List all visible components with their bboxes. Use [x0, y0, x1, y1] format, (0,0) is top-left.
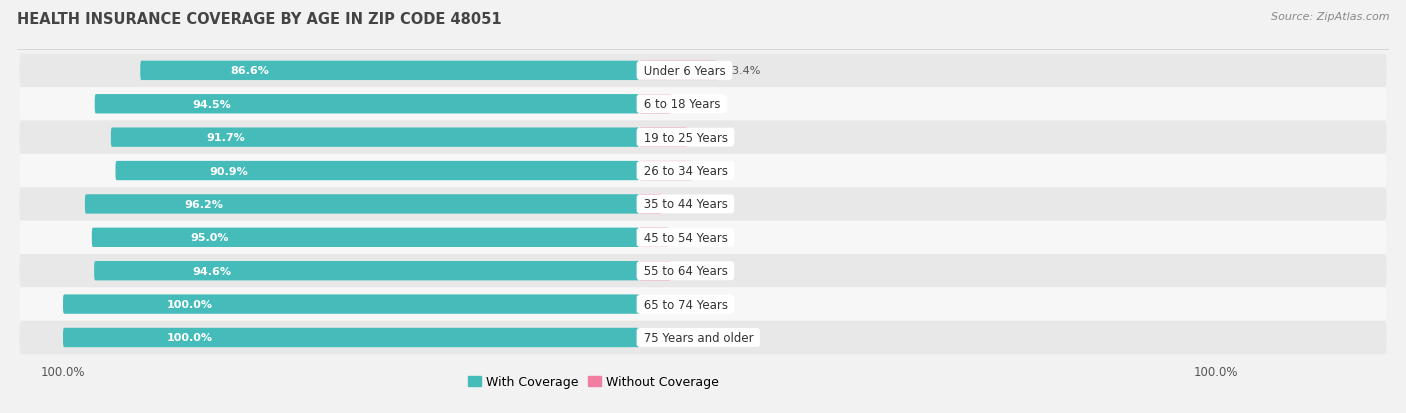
Text: 45 to 54 Years: 45 to 54 Years: [640, 231, 731, 244]
Text: 95.0%: 95.0%: [190, 233, 229, 243]
FancyBboxPatch shape: [20, 154, 1386, 188]
FancyBboxPatch shape: [20, 321, 1386, 354]
Text: 0.0%: 0.0%: [651, 299, 679, 309]
FancyBboxPatch shape: [20, 254, 1386, 288]
FancyBboxPatch shape: [20, 188, 1386, 221]
Text: 3.8%: 3.8%: [671, 199, 699, 209]
Text: 100.0%: 100.0%: [167, 299, 212, 309]
FancyBboxPatch shape: [63, 295, 640, 314]
Text: 75 Years and older: 75 Years and older: [640, 331, 756, 344]
Text: HEALTH INSURANCE COVERAGE BY AGE IN ZIP CODE 48051: HEALTH INSURANCE COVERAGE BY AGE IN ZIP …: [17, 12, 502, 27]
Text: 94.6%: 94.6%: [193, 266, 232, 276]
Text: 35 to 44 Years: 35 to 44 Years: [640, 198, 731, 211]
FancyBboxPatch shape: [91, 228, 640, 247]
Text: 5.4%: 5.4%: [679, 266, 707, 276]
Text: 96.2%: 96.2%: [184, 199, 224, 209]
Text: 5.5%: 5.5%: [681, 100, 709, 109]
FancyBboxPatch shape: [141, 62, 640, 81]
Text: 65 to 74 Years: 65 to 74 Years: [640, 298, 731, 311]
FancyBboxPatch shape: [111, 128, 640, 147]
FancyBboxPatch shape: [640, 128, 688, 147]
Text: Source: ZipAtlas.com: Source: ZipAtlas.com: [1271, 12, 1389, 22]
Text: 19 to 25 Years: 19 to 25 Years: [640, 131, 731, 144]
FancyBboxPatch shape: [640, 228, 668, 247]
FancyBboxPatch shape: [20, 221, 1386, 254]
FancyBboxPatch shape: [94, 261, 640, 281]
FancyBboxPatch shape: [640, 62, 717, 81]
FancyBboxPatch shape: [640, 261, 671, 281]
Text: 9.2%: 9.2%: [702, 166, 730, 176]
Text: 86.6%: 86.6%: [231, 66, 269, 76]
Text: Under 6 Years: Under 6 Years: [640, 65, 730, 78]
FancyBboxPatch shape: [640, 161, 693, 181]
Text: 55 to 64 Years: 55 to 64 Years: [640, 265, 731, 278]
Text: 100.0%: 100.0%: [167, 333, 212, 343]
Text: 94.5%: 94.5%: [193, 100, 232, 109]
FancyBboxPatch shape: [20, 55, 1386, 88]
FancyBboxPatch shape: [640, 95, 671, 114]
FancyBboxPatch shape: [640, 195, 661, 214]
Text: 8.3%: 8.3%: [696, 133, 724, 143]
FancyBboxPatch shape: [115, 161, 640, 181]
FancyBboxPatch shape: [84, 195, 640, 214]
Text: 0.0%: 0.0%: [651, 333, 679, 343]
Text: 5.0%: 5.0%: [678, 233, 706, 243]
Text: 90.9%: 90.9%: [209, 166, 249, 176]
Legend: With Coverage, Without Coverage: With Coverage, Without Coverage: [463, 370, 724, 393]
FancyBboxPatch shape: [20, 121, 1386, 154]
Text: 13.4%: 13.4%: [725, 66, 761, 76]
Text: 91.7%: 91.7%: [207, 133, 245, 143]
FancyBboxPatch shape: [94, 95, 640, 114]
Text: 6 to 18 Years: 6 to 18 Years: [640, 98, 724, 111]
FancyBboxPatch shape: [63, 328, 640, 347]
FancyBboxPatch shape: [20, 288, 1386, 321]
Text: 26 to 34 Years: 26 to 34 Years: [640, 165, 731, 178]
FancyBboxPatch shape: [20, 88, 1386, 121]
